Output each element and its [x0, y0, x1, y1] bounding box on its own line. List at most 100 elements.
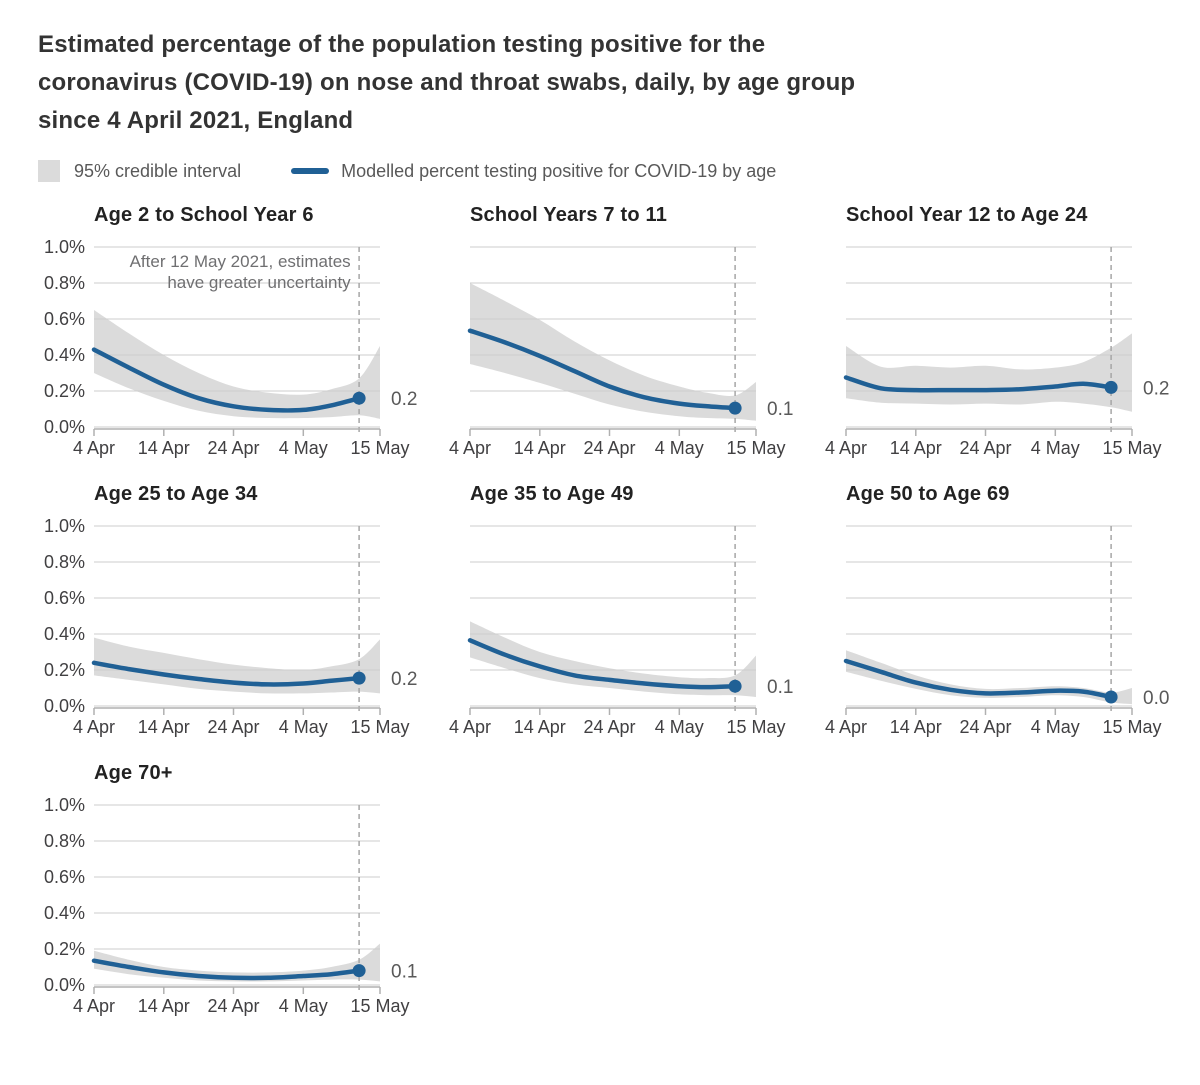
panel-plot: 1.0% 0.8% 0.6% 0.4% 0.2% 0.0%4 Apr 14 Apr 24 Ap…: [44, 795, 417, 1016]
chart-panel-4: Age 25 to Age 34 1.0% 0.8% 0.6% 0.4% 0.2% 0.0%…: [38, 483, 422, 740]
modelled-line: [467, 328, 738, 411]
y-axis-label: 0.4%: [44, 903, 85, 923]
modelled-line: [843, 658, 1114, 700]
y-axis-label: 0.2%: [44, 660, 85, 680]
x-axis-label: 15 May: [726, 717, 785, 737]
x-axis-label: 14 Apr: [138, 438, 190, 458]
x-axis-label: 4 May: [655, 717, 704, 737]
chart-panel-7: Age 70+ 1.0% 0.8% 0.6% 0.4% 0.2% 0.0% 4 Apr 14 A…: [38, 762, 422, 1019]
end-value-label: 0.2: [391, 669, 417, 690]
y-axis-label: 0.8%: [44, 831, 85, 851]
latest-estimate-dot: [352, 391, 366, 405]
y-axis-label: 0.2%: [44, 939, 85, 959]
x-axis-label: 15 May: [1102, 438, 1161, 458]
modelled-line-label: Modelled percent testing positive for CO…: [341, 160, 777, 181]
panel-plot: 4 Apr 14 Apr 24 Apr 4 May 15 May 0.0: [825, 525, 1169, 737]
credible-interval-band: [470, 621, 756, 697]
chart-title-line-3: since 4 April 2021, England: [38, 107, 354, 134]
modelled-line: [91, 958, 362, 981]
y-axis-label: 0.4%: [44, 345, 85, 365]
x-axis-label: 14 Apr: [514, 717, 566, 737]
chart-row-3: Age 70+ 1.0% 0.8% 0.6% 0.4% 0.2% 0.0% 4 Apr 14 A…: [38, 762, 1200, 1019]
x-axis-label: 15 May: [350, 996, 409, 1016]
y-axis-label: 0.0%: [44, 975, 85, 995]
latest-estimate-dot: [728, 679, 742, 693]
x-axis-label: 14 Apr: [890, 717, 942, 737]
y-axis-label: 1.0%: [44, 237, 85, 257]
x-axis-label: 24 Apr: [583, 438, 635, 458]
y-axis-label: 0.8%: [44, 273, 85, 293]
panel-title: Age 35 to Age 49: [470, 483, 634, 505]
panel-title: School Year 12 to Age 24: [846, 204, 1088, 226]
latest-estimate-dot: [728, 401, 742, 415]
credible-interval-band: [94, 637, 380, 694]
y-axis-label: 0.4%: [44, 624, 85, 644]
y-axis-label: 0.6%: [44, 309, 85, 329]
x-axis-label: 4 May: [279, 717, 328, 737]
legend-item-modelled-line: Modelled percent testing positive for CO…: [291, 161, 776, 182]
latest-estimate-dot: [1104, 690, 1118, 704]
x-axis-label: 4 May: [1031, 717, 1080, 737]
chart-title-line-1: Estimated percentage of the population t…: [38, 31, 766, 58]
end-value-label: 0.0: [1143, 688, 1169, 709]
chart-panel-2: School Years 7 to 11 4 Apr 14 Apr 24 Apr 4 M…: [449, 204, 798, 461]
x-axis-label: 24 Apr: [207, 717, 259, 737]
panel-plot: 1.0% 0.8% 0.6% 0.4% 0.2% 0.0% After 12 May 202…: [44, 237, 417, 458]
latest-estimate-dot: [352, 671, 366, 685]
small-multiples-grid: Age 2 to School Year 6 1.0% 0.8% 0.6% 0.4% 0.…: [38, 204, 1200, 1019]
x-axis-label: 14 Apr: [138, 996, 190, 1016]
x-axis-label: 4 May: [279, 996, 328, 1016]
modelled-line: [91, 347, 362, 413]
credible-interval-band: [846, 333, 1132, 412]
panel-plot: 4 Apr 14 Apr 24 Apr 4 May 15 May 0.1: [449, 525, 793, 737]
x-axis-label: 14 Apr: [890, 438, 942, 458]
x-axis-label: 15 May: [350, 438, 409, 458]
y-axis-label: 0.8%: [44, 552, 85, 572]
latest-estimate-dot: [1104, 380, 1118, 394]
end-value-label: 0.2: [391, 389, 417, 410]
panel-title: Age 50 to Age 69: [846, 483, 1010, 505]
x-axis-label: 4 Apr: [73, 996, 115, 1016]
modelled-line-swatch: [291, 168, 330, 174]
end-value-label: 0.2: [1143, 378, 1169, 399]
x-axis-label: 15 May: [1102, 717, 1161, 737]
x-axis-label: 24 Apr: [959, 438, 1011, 458]
y-axis-label: 0.2%: [44, 381, 85, 401]
x-axis-label: 24 Apr: [207, 996, 259, 1016]
chart-panel-6: Age 50 to Age 69 4 Apr 14 Apr 24 Apr 4 May 15…: [825, 483, 1174, 740]
credible-interval-swatch: [38, 160, 60, 182]
modelled-line: [91, 660, 362, 687]
x-axis-label: 24 Apr: [207, 438, 259, 458]
x-axis-label: 4 May: [655, 438, 704, 458]
chart-title-line-2: coronavirus (COVID-19) on nose and throa…: [38, 69, 856, 96]
end-value-label: 0.1: [391, 962, 417, 983]
panel-title: School Years 7 to 11: [470, 204, 668, 226]
x-axis-label: 4 May: [1031, 438, 1080, 458]
annotation-text: After 12 May 2021, estimates: [130, 252, 351, 271]
x-axis-label: 4 Apr: [449, 717, 491, 737]
credible-interval-label: 95% credible interval: [74, 160, 242, 181]
y-axis-label: 0.6%: [44, 588, 85, 608]
modelled-line: [467, 638, 738, 690]
credible-interval-band: [470, 283, 756, 421]
y-axis-label: 0.6%: [44, 867, 85, 887]
chart-row-2: Age 25 to Age 34 1.0% 0.8% 0.6% 0.4% 0.2% 0.0%…: [38, 483, 1200, 740]
x-axis-label: 14 Apr: [514, 438, 566, 458]
panel-plot: 4 Apr 14 Apr 24 Apr 4 May 15 May 0.1: [449, 246, 793, 458]
latest-estimate-dot: [352, 964, 366, 978]
panel-title: Age 2 to School Year 6: [94, 204, 314, 226]
x-axis-label: 15 May: [726, 438, 785, 458]
x-axis-label: 24 Apr: [959, 717, 1011, 737]
panel-title: Age 70+: [94, 762, 173, 784]
legend-item-credible-interval: 95% credible interval: [38, 160, 241, 182]
y-axis-label: 0.0%: [44, 417, 85, 437]
x-axis-label: 24 Apr: [583, 717, 635, 737]
chart-panel-3: School Year 12 to Age 24 4 Apr 14 Apr 24 Ap…: [825, 204, 1174, 461]
y-axis-label: 0.0%: [44, 696, 85, 716]
x-axis-label: 15 May: [350, 717, 409, 737]
end-value-label: 0.1: [767, 399, 793, 420]
x-axis-label: 4 May: [279, 438, 328, 458]
chart-panel-1: Age 2 to School Year 6 1.0% 0.8% 0.6% 0.4% 0.…: [38, 204, 422, 461]
modelled-line: [843, 375, 1114, 393]
